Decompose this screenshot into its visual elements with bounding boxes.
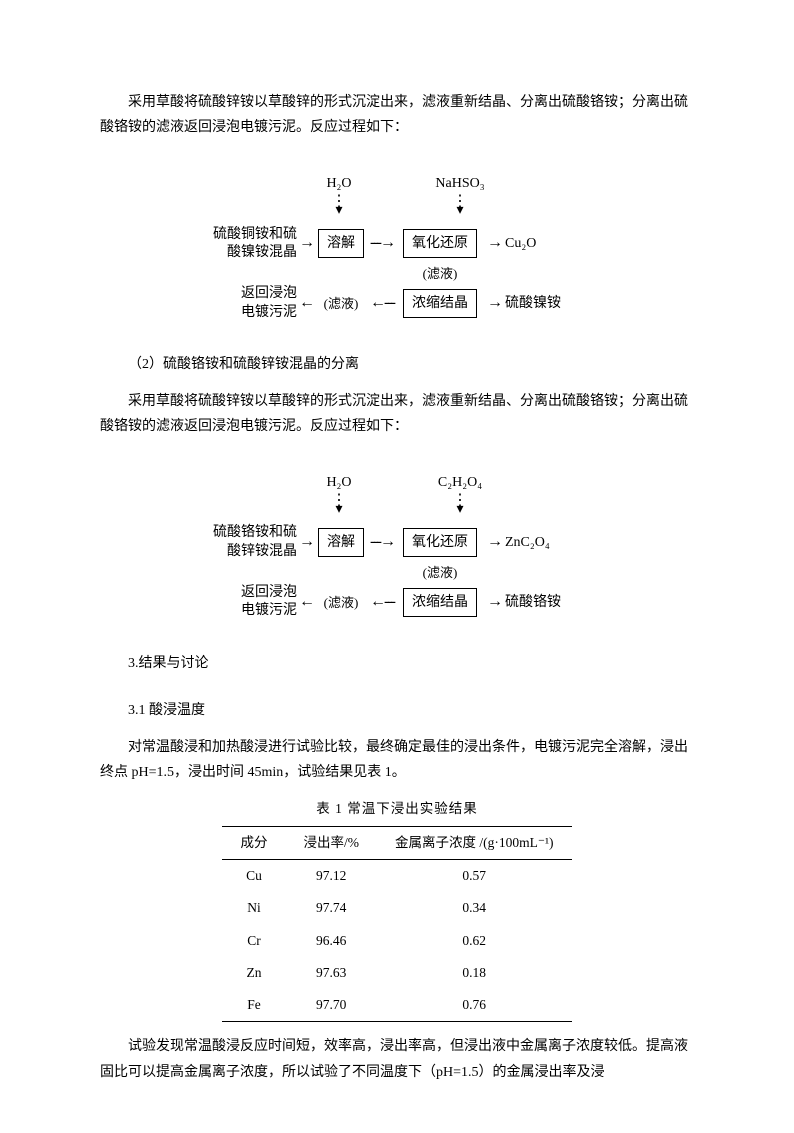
table-cell: 0.57 bbox=[377, 859, 572, 892]
d2-out2: 硫酸铬铵 bbox=[505, 590, 585, 615]
table-cell: Ni bbox=[222, 892, 285, 924]
d1-box-redox: 氧化还原 bbox=[403, 229, 477, 258]
d1-top-left: H₂O bbox=[311, 171, 367, 196]
table-cell: 96.46 bbox=[285, 925, 377, 957]
table-row: Cr 96.46 0.62 bbox=[222, 925, 571, 957]
d1-box-crystallize: 浓缩结晶 bbox=[403, 289, 477, 318]
table-row: Cu 97.12 0.57 bbox=[222, 859, 571, 892]
diagram-1: H₂O NaHSO₃ ⋮▾ ⋮▾ 硫酸铜铵和硫 酸镍铵混晶 → 溶解 ---→ … bbox=[187, 170, 607, 321]
table-header-row: 成分 浸出率/% 金属离子浓度 /(g·100mL⁻¹) bbox=[222, 826, 571, 859]
paragraph-3: 对常温酸浸和加热酸浸进行试验比较，最终确定最佳的浸出条件，电镀污泥完全溶解，浸出… bbox=[100, 735, 694, 785]
table-cell: 97.12 bbox=[285, 859, 377, 892]
d2-recycle-2: 电镀污泥 bbox=[241, 603, 297, 618]
table-row: Zn 97.63 0.18 bbox=[222, 957, 571, 989]
d2-out1: ZnC₂O₄ bbox=[505, 530, 585, 555]
table-cell: 0.34 bbox=[377, 892, 572, 924]
table-cell: Fe bbox=[222, 989, 285, 1022]
d1-recycle-1: 返回浸泡 bbox=[241, 286, 297, 301]
table-row: Ni 97.74 0.34 bbox=[222, 892, 571, 924]
d1-out1: Cu₂O bbox=[505, 231, 585, 256]
table-cell: Cr bbox=[222, 925, 285, 957]
table-cell: 0.76 bbox=[377, 989, 572, 1022]
d2-top-left: H₂O bbox=[311, 470, 367, 495]
table-cell: Cu bbox=[222, 859, 285, 892]
table-cell: 0.62 bbox=[377, 925, 572, 957]
d2-box-crystallize: 浓缩结晶 bbox=[403, 588, 477, 617]
table-cell: 97.70 bbox=[285, 989, 377, 1022]
section-2-title: （2）硫酸铬铵和硫酸锌铵混晶的分离 bbox=[100, 352, 694, 377]
table-cell: 0.18 bbox=[377, 957, 572, 989]
paragraph-4: 试验发现常温酸浸反应时间短，效率高，浸出率高，但浸出液中金属离子浓度较低。提高液… bbox=[100, 1034, 694, 1084]
section-3-title: 3.结果与讨论 bbox=[100, 651, 694, 676]
d1-mid-label: (滤液) bbox=[315, 292, 367, 315]
d2-under-box2: (滤液) bbox=[397, 561, 483, 584]
d2-input-1: 硫酸铬铵和硫 bbox=[213, 525, 297, 540]
d1-top-right: NaHSO₃ bbox=[417, 171, 503, 196]
d1-out2: 硫酸镍铵 bbox=[505, 291, 585, 316]
table-1: 表 1 常温下浸出实验结果 成分 浸出率/% 金属离子浓度 /(g·100mL⁻… bbox=[222, 797, 571, 1022]
diagram-2: H₂O C₂H₂O₄ ⋮▾ ⋮▾ 硫酸铬铵和硫 酸锌铵混晶 → 溶解 ---→ … bbox=[187, 469, 607, 620]
d2-mid-label: (滤液) bbox=[315, 591, 367, 614]
d1-recycle-2: 电镀污泥 bbox=[241, 305, 297, 320]
paragraph-1: 采用草酸将硫酸锌铵以草酸锌的形式沉淀出来，滤液重新结晶、分离出硫酸铬铵；分离出硫… bbox=[100, 90, 694, 140]
paragraph-2: 采用草酸将硫酸锌铵以草酸锌的形式沉淀出来，滤液重新结晶、分离出硫酸铬铵；分离出硫… bbox=[100, 389, 694, 439]
d1-box-dissolve: 溶解 bbox=[318, 229, 364, 258]
table-cell: Zn bbox=[222, 957, 285, 989]
d2-top-right: C₂H₂O₄ bbox=[417, 470, 503, 495]
table-cell: 97.74 bbox=[285, 892, 377, 924]
table-header-cell: 浸出率/% bbox=[285, 826, 377, 859]
table-cell: 97.63 bbox=[285, 957, 377, 989]
d2-box-redox: 氧化还原 bbox=[403, 528, 477, 557]
d1-input-1: 硫酸铜铵和硫 bbox=[213, 227, 297, 242]
table-header-cell: 成分 bbox=[222, 826, 285, 859]
table-header-cell: 金属离子浓度 /(g·100mL⁻¹) bbox=[377, 826, 572, 859]
d1-input-2: 酸镍铵混晶 bbox=[227, 245, 297, 260]
d2-box-dissolve: 溶解 bbox=[318, 528, 364, 557]
d2-recycle-1: 返回浸泡 bbox=[241, 585, 297, 600]
table-1-caption: 表 1 常温下浸出实验结果 bbox=[222, 797, 571, 821]
d1-under-box2: (滤液) bbox=[397, 262, 483, 285]
table-row: Fe 97.70 0.76 bbox=[222, 989, 571, 1022]
section-3-1-title: 3.1 酸浸温度 bbox=[100, 698, 694, 723]
d2-input-2: 酸锌铵混晶 bbox=[227, 544, 297, 559]
